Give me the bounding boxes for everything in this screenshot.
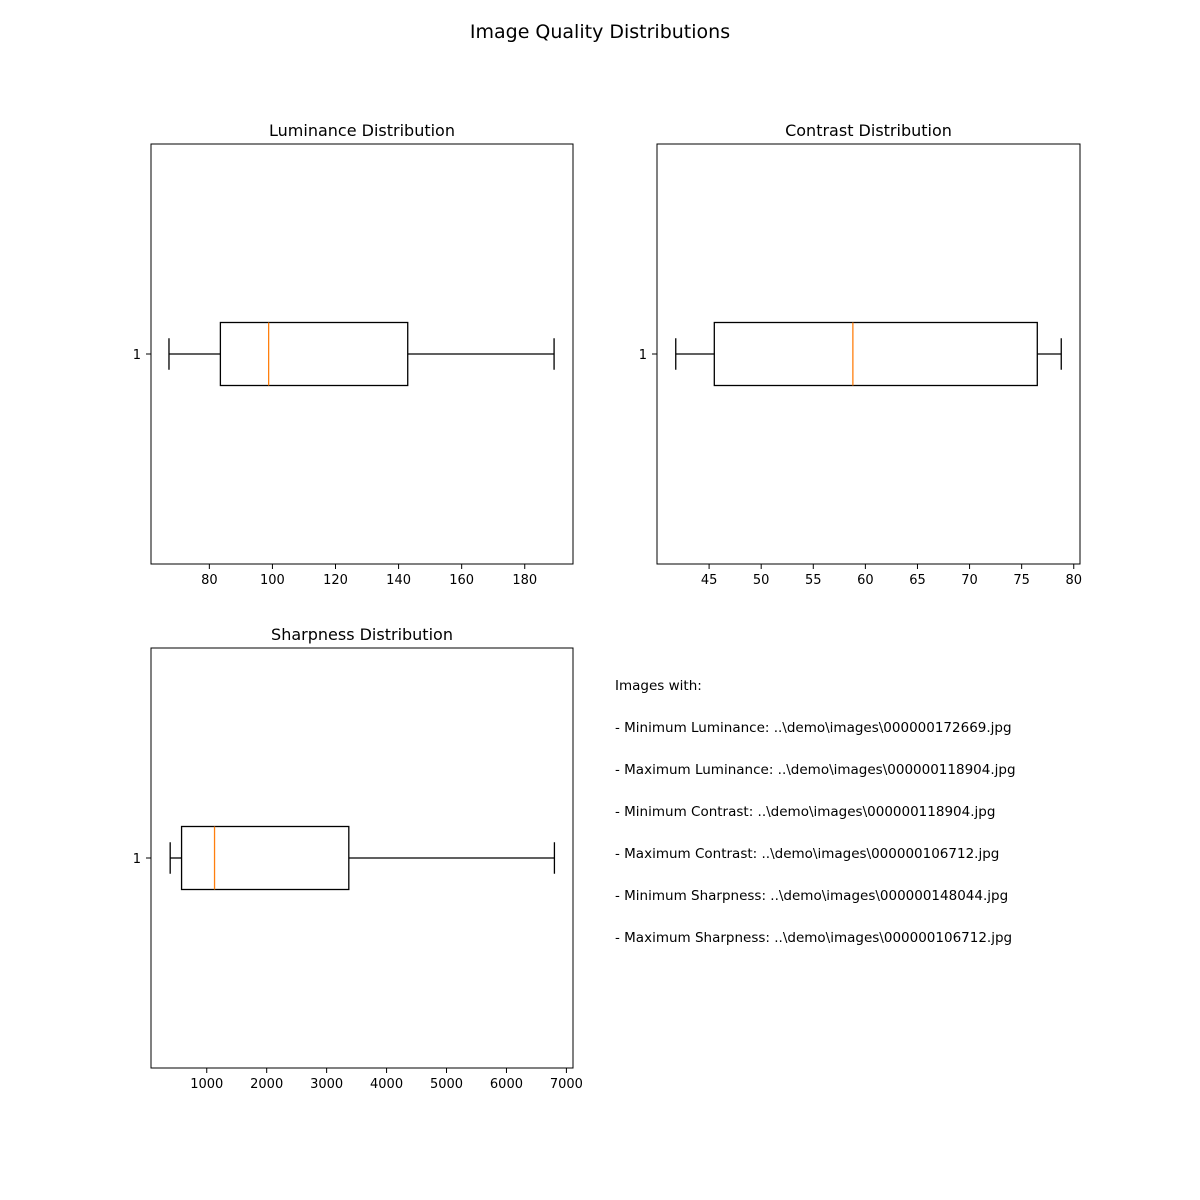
contrast-subplot: Contrast Distribution 45 50 55 60 65 70 75 80 1: [639, 121, 1082, 588]
sharpness-x-tick-label: 5000: [430, 1077, 463, 1092]
contrast-x-tick-label: 60: [857, 573, 874, 588]
info-line-min-sharpness: - Minimum Sharpness: ..\demo\images\0000…: [615, 888, 1008, 904]
contrast-title: Contrast Distribution: [785, 121, 952, 140]
luminance-x-tick-label: 180: [512, 573, 537, 588]
sharpness-box: [180, 825, 350, 891]
info-heading: Images with:: [615, 678, 702, 694]
contrast-x-tick-label: 65: [909, 573, 926, 588]
contrast-x-tick-label: 80: [1065, 573, 1082, 588]
contrast-x-tick-label: 55: [805, 573, 822, 588]
sharpness-y-tick-label: 1: [133, 852, 141, 867]
info-panel: Images with: - Minimum Luminance: ..\dem…: [615, 678, 1016, 946]
sharpness-x-tick-label: 1000: [190, 1077, 223, 1092]
contrast-x-tick-label: 45: [701, 573, 718, 588]
figure-title: Image Quality Distributions: [470, 21, 730, 43]
luminance-x-tick-label: 160: [449, 573, 474, 588]
sharpness-subplot: Sharpness Distribution 1000 2000 3000 4000 50…: [133, 625, 583, 1092]
contrast-box: [713, 321, 1038, 387]
info-line-min-luminance: - Minimum Luminance: ..\demo\images\0000…: [615, 720, 1012, 736]
luminance-x-tick-label: 80: [201, 573, 218, 588]
sharpness-x-tick-label: 3000: [310, 1077, 343, 1092]
luminance-x-tick-label: 140: [386, 573, 411, 588]
luminance-x-tick-label: 100: [260, 573, 285, 588]
info-line-max-contrast: - Maximum Contrast: ..\demo\images\00000…: [615, 846, 999, 862]
info-line-min-contrast: - Minimum Contrast: ..\demo\images\00000…: [615, 804, 995, 820]
info-line-max-sharpness: - Maximum Sharpness: ..\demo\images\0000…: [615, 930, 1012, 946]
luminance-box: [219, 321, 409, 387]
luminance-x-tick-label: 120: [323, 573, 348, 588]
contrast-x-tick-label: 50: [753, 573, 770, 588]
luminance-title: Luminance Distribution: [269, 121, 455, 140]
luminance-y-tick-label: 1: [133, 348, 141, 363]
sharpness-x-tick-label: 2000: [250, 1077, 283, 1092]
sharpness-x-tick-label: 7000: [550, 1077, 583, 1092]
info-line-max-luminance: - Maximum Luminance: ..\demo\images\0000…: [615, 762, 1016, 778]
luminance-subplot: Luminance Distribution 80 100 120 140 160 180 1: [133, 121, 574, 588]
contrast-x-tick-label: 70: [961, 573, 978, 588]
contrast-y-tick-label: 1: [639, 348, 647, 363]
sharpness-x-tick-label: 4000: [370, 1077, 403, 1092]
sharpness-x-tick-label: 6000: [490, 1077, 523, 1092]
contrast-x-tick-label: 75: [1013, 573, 1030, 588]
sharpness-title: Sharpness Distribution: [271, 625, 453, 644]
